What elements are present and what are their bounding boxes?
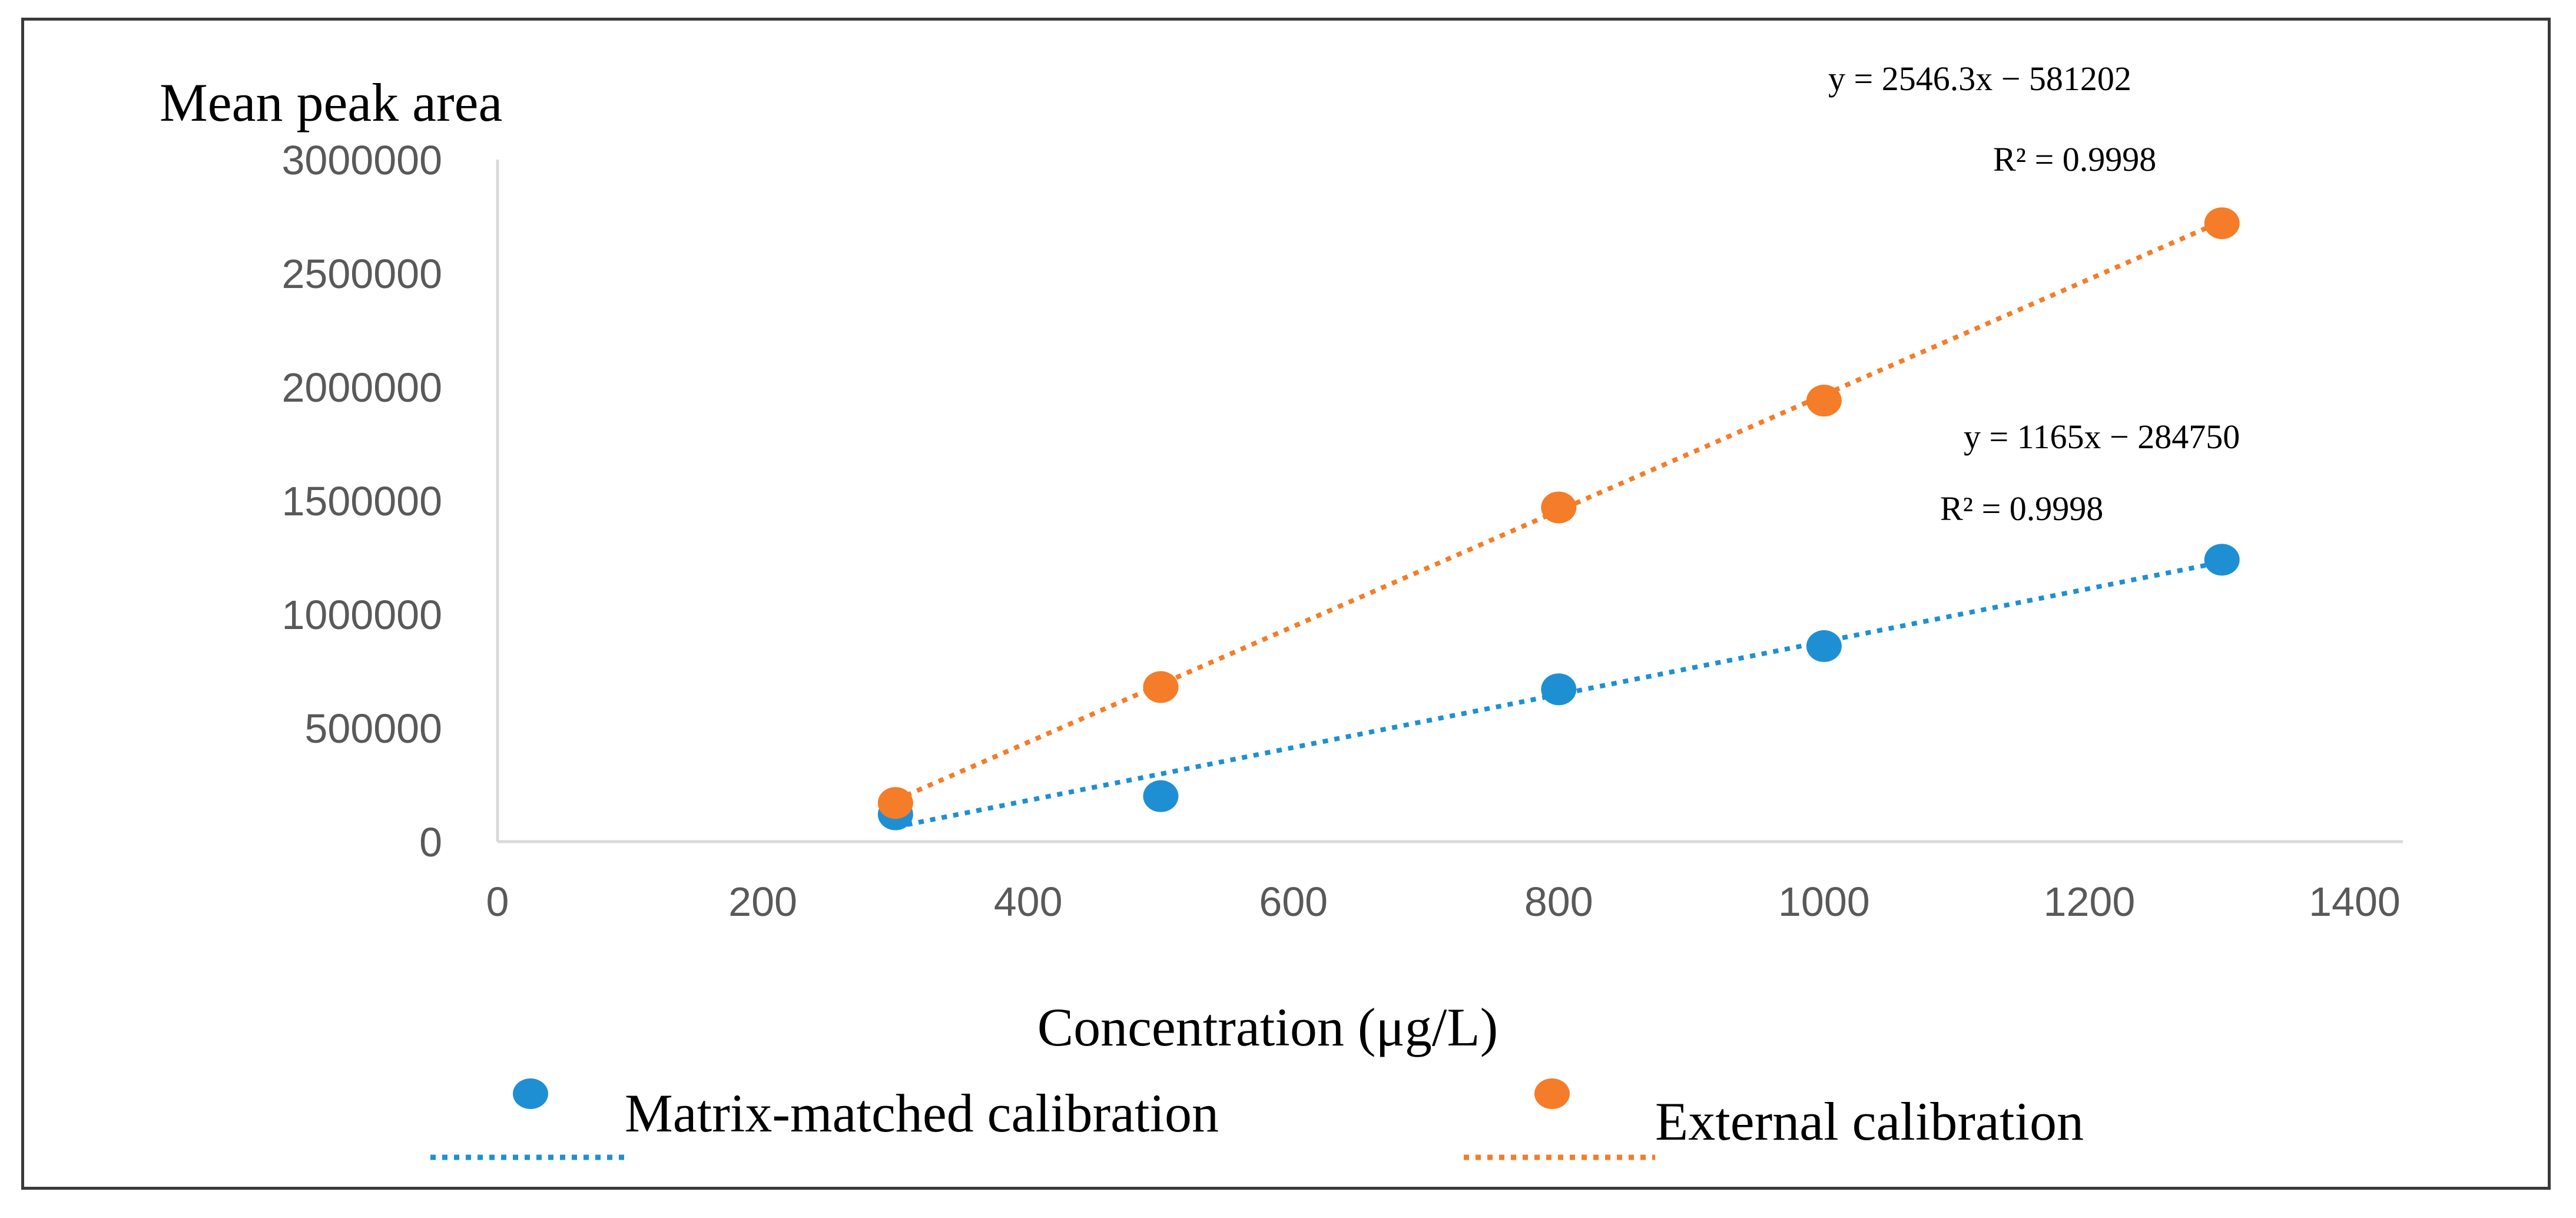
y-tick-label: 500000 bbox=[304, 706, 442, 752]
y-tick-label: 2500000 bbox=[281, 251, 442, 297]
external-data-point bbox=[1806, 385, 1842, 417]
chart-svg: 0 200 400 600 800 1000 1200 1400 0 500000 1000000 1… bbox=[160, 59, 2403, 1160]
matrix-equation: y = 1165x − 284750 bbox=[1964, 418, 2240, 456]
external-r-squared: R² = 0.9998 bbox=[1993, 140, 2156, 178]
legend-matrix-label: Matrix-matched calibration bbox=[625, 1083, 1219, 1143]
y-tick-label: 0 bbox=[419, 819, 442, 865]
labels: 0 200 400 600 800 1000 1200 1400 0 500000 1000000 1… bbox=[281, 137, 2400, 925]
chart-frame: 0 200 400 600 800 1000 1200 1400 0 500000 1000000 1… bbox=[21, 18, 2551, 1190]
x-tick-label: 600 bbox=[1259, 879, 1328, 925]
external-data-point bbox=[1143, 671, 1179, 703]
matrix-data-point bbox=[2204, 544, 2240, 576]
x-tick-label: 200 bbox=[728, 879, 797, 925]
matrix-data-point bbox=[1143, 780, 1179, 812]
matrix-data-point bbox=[1541, 673, 1577, 706]
x-axis-title: Concentration (μg/L) bbox=[1037, 997, 1498, 1057]
y-axis-title: Mean peak area bbox=[160, 72, 502, 133]
legend-matrix-marker bbox=[513, 1078, 548, 1109]
y-tick-label: 2000000 bbox=[281, 365, 442, 411]
data-points bbox=[877, 207, 2240, 830]
x-tick-label: 0 bbox=[486, 879, 509, 925]
x-tick-label: 800 bbox=[1524, 879, 1593, 925]
external-data-point bbox=[2204, 207, 2240, 240]
legend: Matrix-matched calibration External cali… bbox=[430, 1078, 2084, 1160]
x-tick-label: 1200 bbox=[2044, 879, 2136, 925]
x-tick-label: 1000 bbox=[1778, 879, 1870, 925]
matrix-data-point bbox=[1806, 630, 1842, 663]
external-equation: y = 2546.3x − 581202 bbox=[1828, 59, 2131, 98]
axes bbox=[496, 160, 2403, 843]
x-tick-label: 1400 bbox=[2309, 879, 2401, 925]
external-data-point bbox=[877, 787, 913, 819]
legend-external-marker bbox=[1534, 1078, 1570, 1109]
y-tick-label: 1000000 bbox=[281, 592, 442, 638]
matrix-r-squared: R² = 0.9998 bbox=[1940, 489, 2103, 528]
external-data-point bbox=[1541, 491, 1577, 524]
legend-external-label: External calibration bbox=[1655, 1091, 2084, 1151]
y-tick-label: 3000000 bbox=[281, 137, 442, 183]
y-tick-label: 1500000 bbox=[281, 478, 442, 524]
x-tick-label: 400 bbox=[994, 879, 1063, 925]
